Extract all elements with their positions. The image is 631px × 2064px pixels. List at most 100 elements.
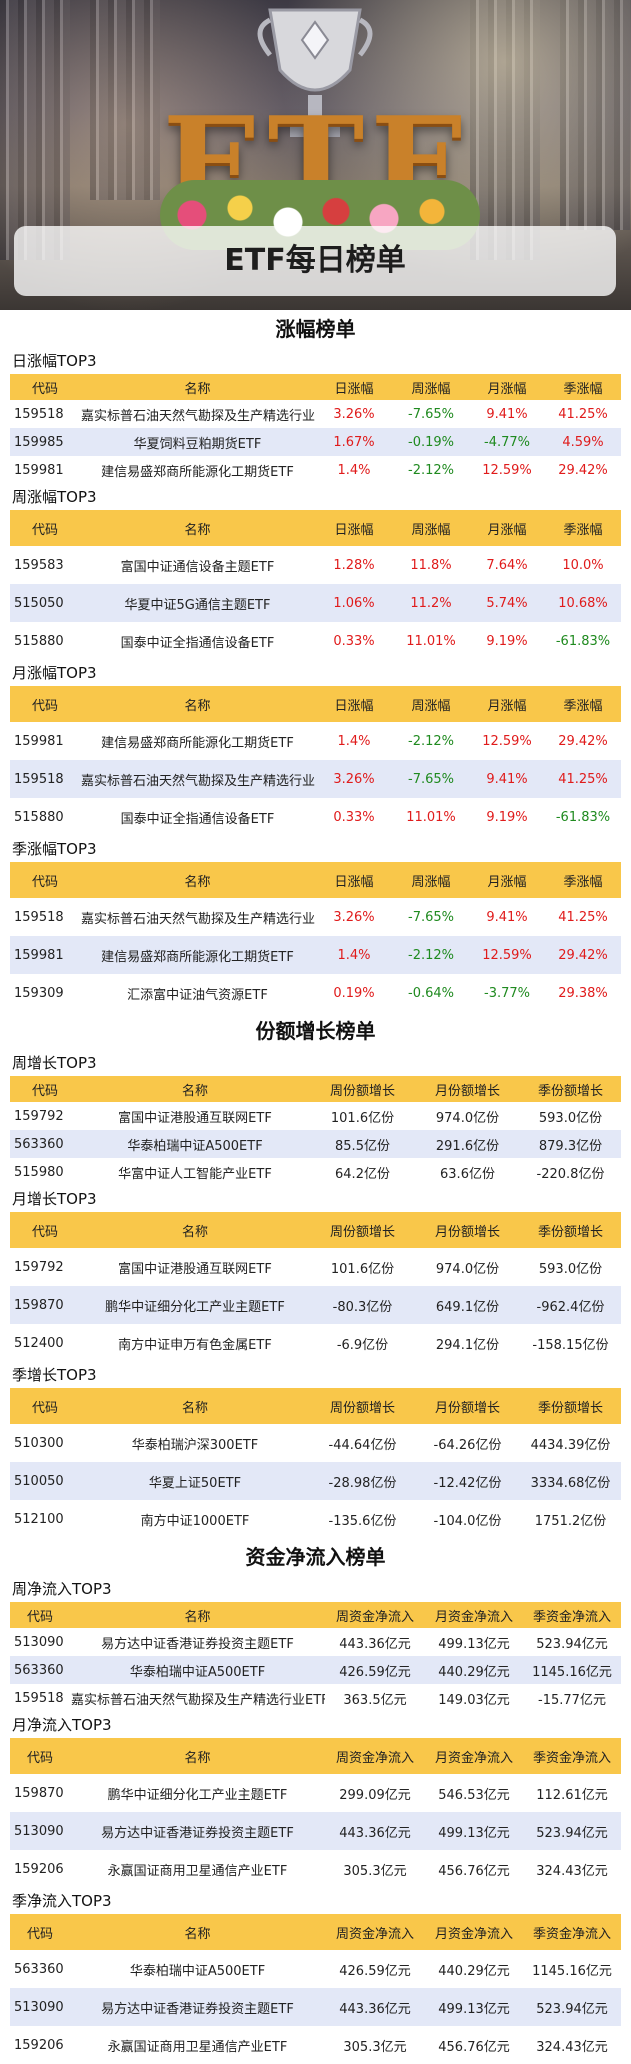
column-header: 名称 — [80, 1388, 310, 1424]
table-cell-q: 10.68% — [545, 584, 621, 622]
column-header: 季资金净流入 — [523, 1602, 621, 1628]
column-header: 月涨幅 — [469, 374, 545, 400]
table-cell-q: 29.42% — [558, 462, 608, 478]
table-row: 159309 汇添富中证油气资源ETF 0.19% -0.64% -3.77% 29.38… — [10, 974, 621, 1012]
column-header: 代码 — [10, 510, 80, 546]
table-cell-name: 永赢国证商用卫星通信产业ETF — [107, 2039, 288, 2055]
column-header: 代码 — [10, 1738, 70, 1774]
table-cell-w: 85.5亿份 — [310, 1130, 415, 1158]
table-cell-q: 1751.2亿份 — [534, 1513, 607, 1529]
table-cell-m: 294.1亿份 — [435, 1337, 500, 1353]
column-header: 周涨幅 — [393, 862, 469, 898]
table-row: 510300 华泰柏瑞沪深300ETF -44.64亿份 -64.26亿份 4434.3… — [10, 1424, 621, 1462]
table-header: 代码 名称 周资金净流入 月资金净流入 季资金净流入 — [10, 1914, 621, 1950]
table-header: 代码 名称 周份额增长 月份额增长 季份额增长 — [10, 1212, 621, 1248]
table-cell-name: 华夏上证50ETF — [80, 1462, 310, 1500]
table-cell-code: 510300 — [14, 1435, 64, 1451]
column-header: 代码 — [10, 862, 80, 898]
table-cell-q: 4434.39亿份 — [530, 1437, 611, 1453]
table-row: 159206 永赢国证商用卫星通信产业ETF 305.3亿元 456.76亿元 324.… — [10, 2026, 621, 2064]
table-cell-m: 291.6亿份 — [415, 1130, 520, 1158]
table-cell-code: 159792 — [14, 1108, 64, 1124]
column-header: 代码 — [10, 1602, 70, 1628]
column-header: 名称 — [80, 374, 315, 400]
column-header: 周涨幅 — [393, 374, 469, 400]
table-cell-q: 523.94亿元 — [523, 1988, 621, 2026]
column-header: 季资金净流入 — [523, 1914, 621, 1950]
table-row: 159981 建信易盛郑商所能源化工期货ETF 1.4% -2.12% 12.59% 29… — [10, 722, 621, 760]
column-header: 月资金净流入 — [425, 1602, 523, 1628]
table-cell-code: 159206 — [14, 2037, 64, 2053]
table-header: 代码 名称 日涨幅 周涨幅 月涨幅 季涨幅 — [10, 510, 621, 546]
table-cell-code: 563360 — [10, 1130, 80, 1158]
table-cell-w: -80.3亿份 — [310, 1286, 415, 1324]
column-header: 月涨幅 — [469, 510, 545, 546]
table-cell-m: 12.59% — [469, 936, 545, 974]
column-header: 代码 — [10, 1076, 80, 1102]
table-cell-code: 159981 — [10, 936, 80, 974]
column-header: 日涨幅 — [315, 510, 393, 546]
ranking-table: 代码 名称 周资金净流入 月资金净流入 季资金净流入 513090 易方达中证香港证券投资主… — [10, 1602, 621, 1712]
column-header: 名称 — [80, 510, 315, 546]
table-cell-m: 149.03亿元 — [438, 1692, 510, 1708]
column-header: 名称 — [70, 1602, 325, 1628]
column-header: 日涨幅 — [315, 686, 393, 722]
table-cell-m: 9.41% — [469, 760, 545, 798]
table-cell-m: 499.13亿元 — [425, 1988, 523, 2026]
column-header: 月涨幅 — [469, 862, 545, 898]
table-header: 代码 名称 周份额增长 月份额增长 季份额增长 — [10, 1076, 621, 1102]
table-cell-m: -104.0亿份 — [433, 1513, 502, 1529]
table-cell-w: 305.3亿元 — [343, 1863, 407, 1879]
column-header: 周资金净流入 — [325, 1602, 425, 1628]
table-cell-name: 华泰柏瑞中证A500ETF — [80, 1130, 310, 1158]
table-cell-w: 305.3亿元 — [343, 2039, 407, 2055]
table-cell-q: 41.25% — [558, 406, 608, 422]
table-header: 代码 名称 周资金净流入 月资金净流入 季资金净流入 — [10, 1738, 621, 1774]
table-row: 515050 华夏中证5G通信主题ETF 1.06% 11.2% 5.74% 10.68% — [10, 584, 621, 622]
table-cell-code: 515050 — [10, 584, 80, 622]
column-header: 名称 — [70, 1738, 325, 1774]
table-cell-q: 1145.16亿元 — [523, 1656, 621, 1684]
table-cell-w: -135.6亿份 — [328, 1513, 397, 1529]
subsection-title: 月增长TOP3 — [12, 1190, 97, 1208]
table-cell-m: 63.6亿份 — [440, 1166, 495, 1182]
column-header: 日涨幅 — [315, 862, 393, 898]
section-title-flow: 资金净流入榜单 — [245, 1545, 386, 1569]
column-header: 周资金净流入 — [325, 1738, 425, 1774]
table-cell-code: 515980 — [14, 1164, 64, 1180]
table-cell-q: 3334.68亿份 — [520, 1462, 621, 1500]
table-cell-w: -2.12% — [393, 936, 469, 974]
table-cell-code: 513090 — [10, 1812, 70, 1850]
table-header: 代码 名称 日涨幅 周涨幅 月涨幅 季涨幅 — [10, 374, 621, 400]
column-header: 名称 — [80, 1212, 310, 1248]
table-cell-m: 9.19% — [486, 633, 528, 649]
table-cell-w: 101.6亿份 — [330, 1110, 395, 1126]
table-cell-name: 国泰中证全指通信设备ETF — [120, 635, 275, 651]
table-cell-q: 41.25% — [545, 760, 621, 798]
table-cell-m: 9.19% — [486, 809, 528, 825]
table-cell-w: -7.65% — [393, 760, 469, 798]
table-cell-q: -962.4亿份 — [520, 1286, 621, 1324]
table-cell-w: 426.59亿元 — [325, 1656, 425, 1684]
column-header: 周份额增长 — [310, 1388, 415, 1424]
table-cell-name: 建信易盛郑商所能源化工期货ETF — [101, 464, 294, 480]
table-cell-name: 富国中证通信设备主题ETF — [120, 559, 275, 575]
column-header: 日涨幅 — [315, 374, 393, 400]
table-cell-w: 426.59亿元 — [339, 1963, 411, 1979]
table-cell-w: -28.98亿份 — [310, 1462, 415, 1500]
table-row: 513090 易方达中证香港证券投资主题ETF 443.36亿元 499.13亿元 52… — [10, 1812, 621, 1850]
table-cell-q: 523.94亿元 — [536, 1636, 608, 1652]
table-cell-w: -2.12% — [408, 733, 454, 749]
table-cell-q: 593.0亿份 — [538, 1110, 603, 1126]
column-header: 周涨幅 — [393, 686, 469, 722]
column-header: 代码 — [10, 374, 80, 400]
table-cell-name: 南方中证申万有色金属ETF — [118, 1337, 272, 1353]
table-cell-q: 41.25% — [558, 909, 608, 925]
table-cell-name: 富国中证港股通互联网ETF — [118, 1261, 272, 1277]
table-cell-m: 9.41% — [486, 909, 528, 925]
table-cell-w: -0.64% — [408, 985, 454, 1001]
table-cell-code: 513090 — [14, 1634, 64, 1650]
column-header: 代码 — [10, 1212, 80, 1248]
subsection-title: 周净流入TOP3 — [12, 1580, 112, 1598]
column-header: 月份额增长 — [415, 1212, 520, 1248]
